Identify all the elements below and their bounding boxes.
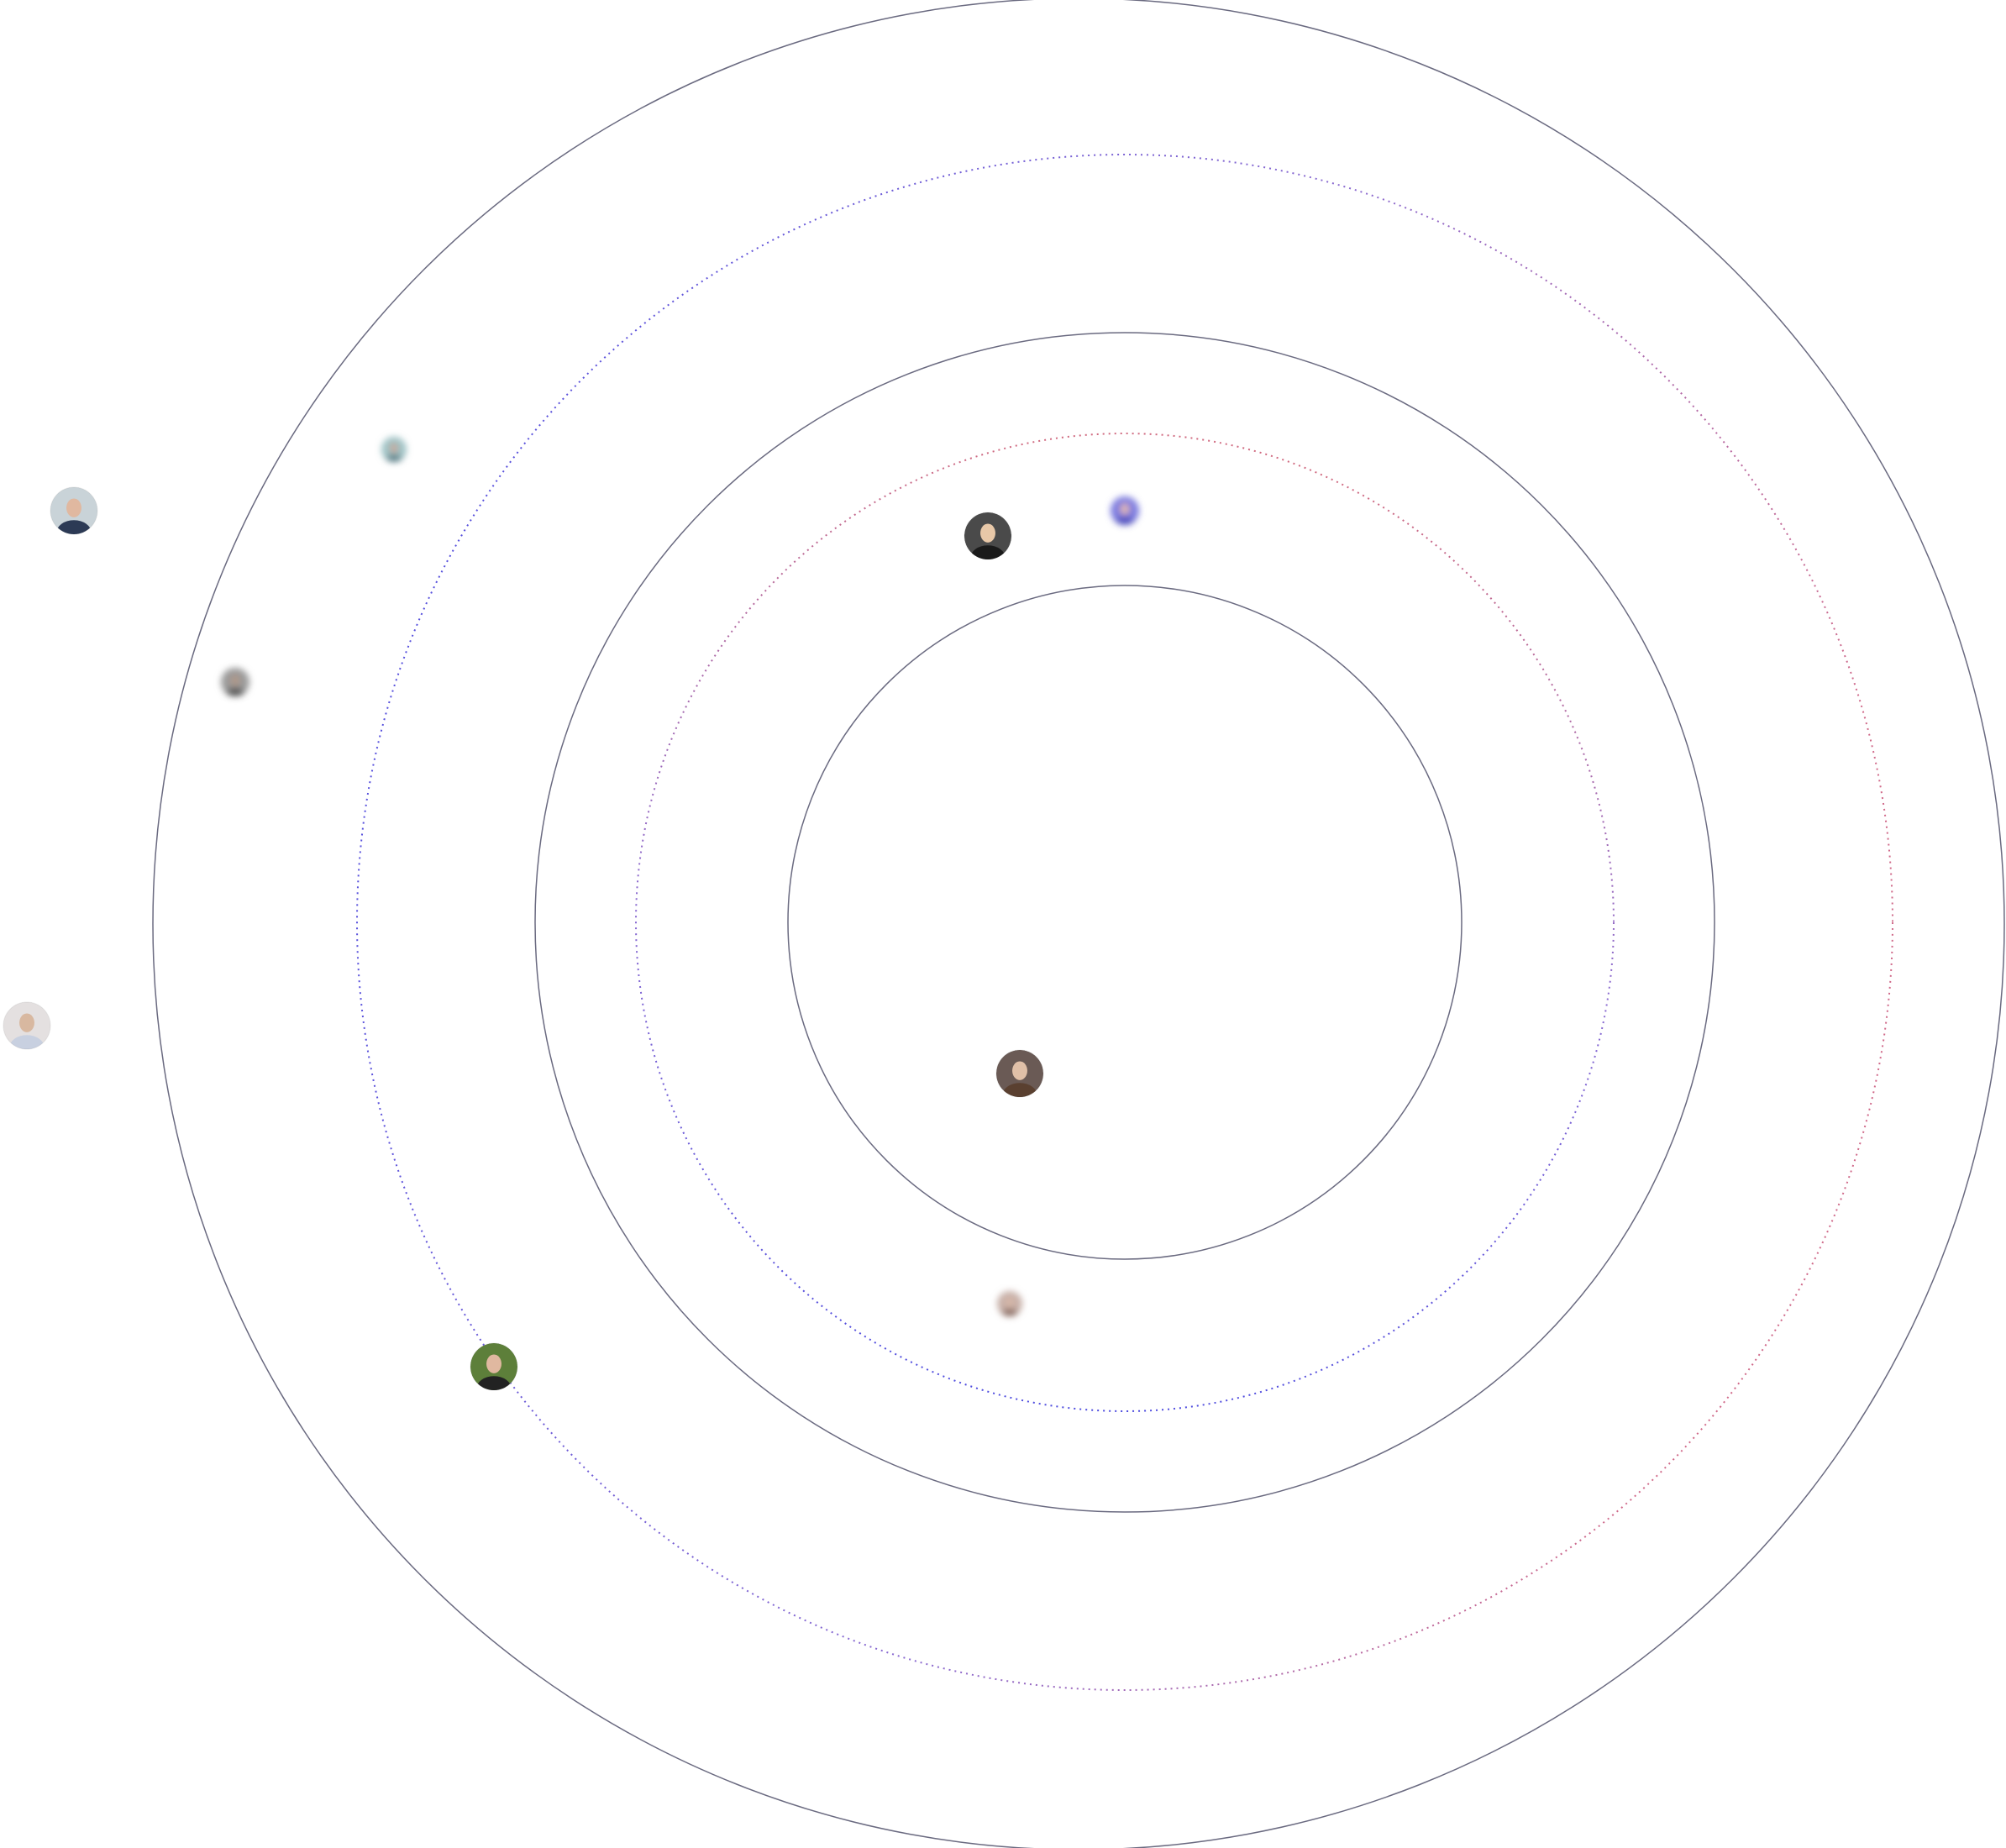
avatar-photo: [50, 487, 97, 534]
avatar-face: [66, 498, 81, 517]
avatar-border: [381, 436, 407, 463]
avatar-face: [390, 443, 398, 454]
avatar-photo: [964, 512, 1011, 559]
avatar-face: [1012, 1061, 1027, 1080]
avatar-body: [970, 545, 1006, 559]
avatar-border: [1110, 496, 1140, 526]
avatar-border: [996, 1290, 1023, 1317]
avatar[interactable]: [220, 667, 250, 704]
avatar-body: [384, 454, 404, 462]
orbit-inner: [787, 585, 1462, 1260]
avatar-photo: [996, 1050, 1043, 1097]
orbit-outer: [152, 0, 2005, 1848]
avatar-face: [1120, 503, 1130, 515]
avatar-photo: [3, 1002, 50, 1049]
avatar[interactable]: [996, 1290, 1023, 1323]
avatar-face: [980, 523, 995, 543]
avatar-body: [476, 1376, 512, 1390]
avatar[interactable]: [3, 1001, 51, 1061]
avatar-border: [964, 512, 1012, 560]
avatar-body: [1000, 1309, 1020, 1316]
avatar-face: [1006, 1297, 1014, 1308]
avatar[interactable]: [381, 436, 407, 469]
avatar[interactable]: [964, 512, 1012, 571]
avatar-body: [1002, 1083, 1037, 1097]
avatar-photo: [221, 668, 249, 696]
avatar-body: [56, 520, 92, 534]
avatar-face: [230, 675, 240, 686]
avatar-border: [470, 1342, 518, 1391]
avatar-border: [3, 1001, 51, 1050]
avatar-body: [1114, 516, 1136, 525]
avatar-photo: [381, 437, 407, 462]
avatar-photo: [1111, 496, 1139, 525]
avatar-body: [224, 687, 246, 696]
avatar[interactable]: [50, 486, 98, 546]
orbit-dotted-outer: [356, 154, 1893, 1691]
avatar-photo: [997, 1291, 1022, 1316]
avatar-border: [50, 486, 98, 535]
avatar-photo: [470, 1343, 517, 1390]
avatar-border: [220, 667, 250, 697]
avatar[interactable]: [470, 1342, 518, 1402]
avatar[interactable]: [995, 1049, 1044, 1109]
avatar[interactable]: [1110, 496, 1140, 533]
avatar-body: [9, 1035, 45, 1049]
orbit-dotted-inner: [635, 433, 1615, 1412]
avatar-face: [486, 1354, 502, 1373]
avatar-face: [19, 1013, 34, 1032]
orbit-middle: [534, 332, 1715, 1513]
avatars: [3, 436, 1140, 1402]
avatar-border: [995, 1049, 1044, 1098]
